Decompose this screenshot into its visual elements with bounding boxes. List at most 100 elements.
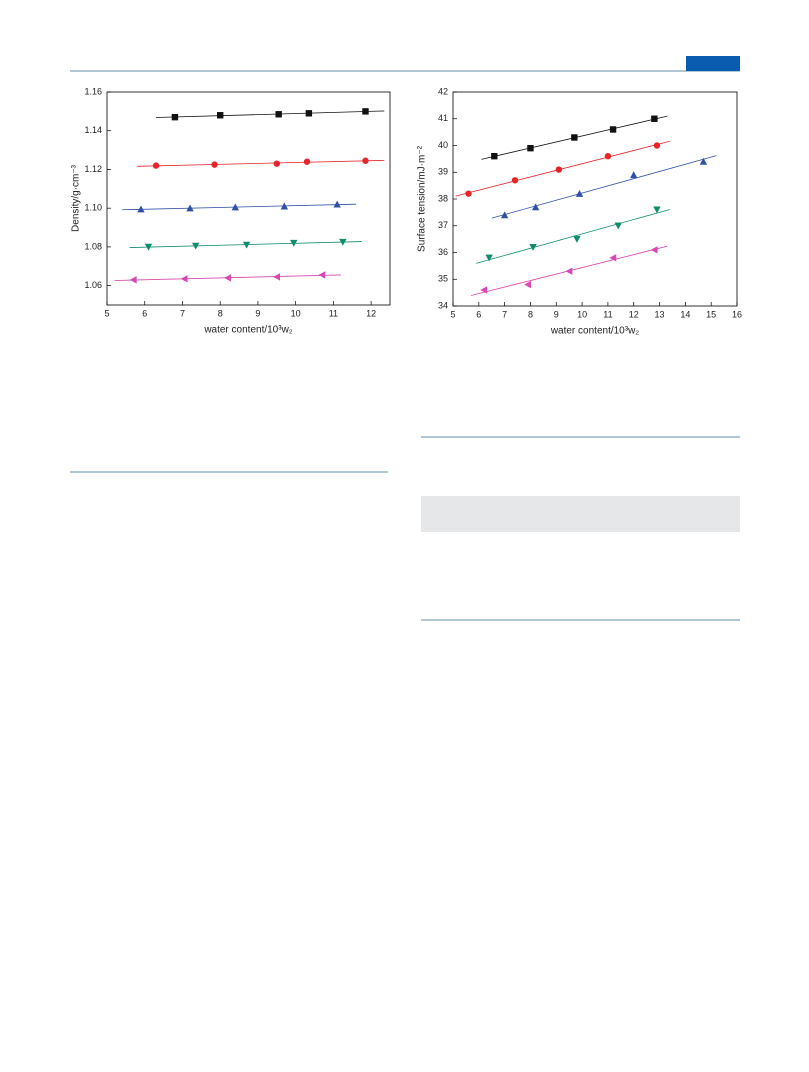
x-axis-label: water content/10³w₂ bbox=[203, 325, 292, 336]
x-tick-label: 13 bbox=[655, 309, 665, 319]
fit-line bbox=[137, 159, 385, 167]
marker bbox=[531, 203, 540, 211]
marker bbox=[224, 274, 231, 282]
marker bbox=[171, 113, 179, 121]
y-tick-label: 41 bbox=[438, 113, 448, 123]
marker bbox=[333, 200, 341, 208]
x-tick-label: 10 bbox=[291, 308, 301, 318]
x-tick-label: 16 bbox=[732, 309, 742, 319]
x-tick-label: 6 bbox=[476, 309, 481, 319]
marker bbox=[362, 157, 369, 164]
marker bbox=[137, 205, 145, 213]
marker bbox=[275, 111, 282, 118]
marker bbox=[609, 126, 617, 133]
marker bbox=[362, 108, 369, 115]
y-tick-label: 1.08 bbox=[84, 241, 102, 251]
marker bbox=[211, 161, 218, 168]
plot-frame bbox=[452, 91, 738, 307]
marker bbox=[653, 206, 661, 214]
marker bbox=[303, 158, 311, 165]
marker bbox=[527, 144, 534, 152]
y-tick-label: 36 bbox=[438, 247, 448, 257]
marker bbox=[191, 242, 200, 250]
y-tick-label: 1.06 bbox=[84, 280, 102, 290]
marker bbox=[339, 238, 347, 246]
x-tick-label: 11 bbox=[329, 308, 338, 318]
marker bbox=[152, 162, 160, 169]
x-tick-label: 5 bbox=[450, 309, 455, 319]
fit-line bbox=[491, 155, 717, 219]
marker bbox=[290, 239, 298, 247]
marker bbox=[186, 204, 194, 212]
x-tick-label: 12 bbox=[629, 309, 639, 319]
marker bbox=[465, 190, 472, 197]
marker bbox=[231, 203, 239, 211]
marker bbox=[524, 280, 532, 289]
x-tick-label: 9 bbox=[255, 308, 260, 318]
x-tick-label: 15 bbox=[706, 309, 716, 319]
marker bbox=[273, 273, 280, 281]
marker bbox=[273, 160, 280, 167]
fit-line bbox=[455, 140, 670, 197]
marker bbox=[555, 166, 563, 173]
marker bbox=[571, 134, 578, 141]
y-tick-label: 38 bbox=[438, 193, 448, 203]
fit-line bbox=[156, 110, 385, 118]
fit-line bbox=[122, 203, 357, 211]
x-tick-label: 14 bbox=[680, 309, 690, 319]
marker bbox=[180, 275, 188, 283]
y-tick-label: 40 bbox=[438, 140, 448, 150]
marker bbox=[653, 142, 661, 149]
marker bbox=[480, 286, 488, 294]
y-tick-label: 1.10 bbox=[84, 203, 102, 213]
marker bbox=[217, 112, 224, 119]
y-axis-label: Density/g·cm⁻³ bbox=[71, 164, 82, 232]
marker bbox=[511, 177, 519, 184]
x-tick-label: 8 bbox=[218, 308, 223, 318]
header-tab bbox=[686, 56, 740, 71]
marker bbox=[651, 115, 658, 122]
x-tick-label: 9 bbox=[554, 309, 559, 319]
y-tick-label: 34 bbox=[438, 300, 448, 310]
marker bbox=[242, 241, 251, 249]
x-tick-label: 6 bbox=[142, 308, 147, 318]
marker bbox=[604, 153, 612, 160]
y-tick-label: 35 bbox=[438, 274, 448, 284]
x-tick-label: 8 bbox=[528, 309, 533, 319]
marker bbox=[614, 222, 622, 230]
marker bbox=[305, 110, 313, 117]
marker bbox=[144, 243, 153, 251]
x-axis-label: water content/10³w₂ bbox=[550, 326, 639, 337]
x-tick-label: 10 bbox=[577, 309, 587, 319]
x-tick-label: 7 bbox=[180, 308, 185, 318]
y-tick-label: 1.14 bbox=[84, 125, 102, 135]
table-header-band bbox=[421, 496, 740, 532]
x-tick-label: 12 bbox=[366, 308, 376, 318]
marker bbox=[650, 246, 658, 254]
marker bbox=[565, 267, 573, 275]
marker bbox=[318, 271, 326, 279]
y-tick-label: 1.12 bbox=[84, 164, 102, 174]
marker bbox=[573, 235, 581, 243]
y-tick-label: 42 bbox=[438, 86, 448, 96]
x-tick-label: 7 bbox=[502, 309, 507, 319]
marker bbox=[129, 276, 137, 284]
marker bbox=[630, 171, 638, 179]
marker bbox=[699, 157, 708, 165]
y-tick-label: 39 bbox=[438, 167, 448, 177]
y-axis-label: Surface tension/mJ·m⁻² bbox=[417, 145, 428, 252]
x-tick-label: 5 bbox=[104, 308, 109, 318]
fit-line bbox=[476, 209, 670, 264]
marker bbox=[529, 243, 537, 251]
marker bbox=[575, 189, 584, 197]
marker bbox=[485, 254, 493, 262]
marker bbox=[500, 211, 509, 219]
y-tick-label: 37 bbox=[438, 220, 448, 230]
y-tick-label: 1.16 bbox=[84, 86, 102, 96]
plot-frame bbox=[106, 91, 391, 306]
marker bbox=[609, 254, 617, 262]
marker bbox=[491, 153, 498, 160]
x-tick-label: 11 bbox=[603, 309, 612, 319]
